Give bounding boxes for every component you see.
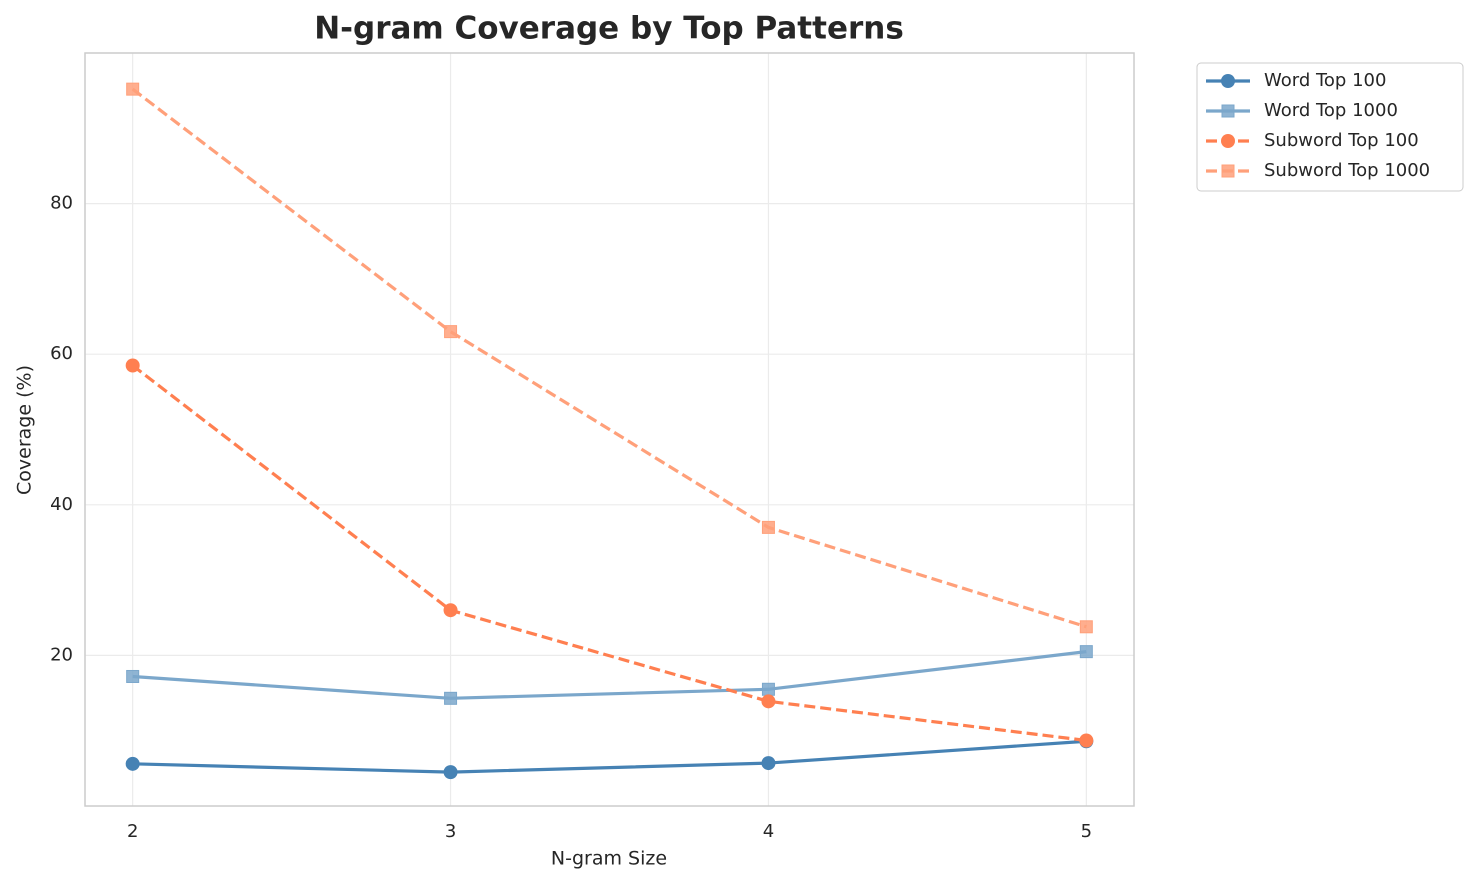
data-point xyxy=(761,520,775,534)
data-point xyxy=(444,691,458,705)
series-line xyxy=(132,739,1087,774)
data-point xyxy=(443,603,458,618)
x-tick-label: 4 xyxy=(763,821,774,842)
legend-marker xyxy=(1221,164,1235,178)
series-line xyxy=(132,650,1087,700)
data-point xyxy=(125,358,140,373)
series-line xyxy=(131,87,1087,629)
y-tick-label: 80 xyxy=(50,193,73,214)
y-axis-label: Coverage (%) xyxy=(14,365,36,495)
legend-label: Word Top 1000 xyxy=(1264,100,1398,121)
data-point xyxy=(761,694,776,709)
x-tick-label: 5 xyxy=(1081,821,1092,842)
legend-label: Word Top 100 xyxy=(1264,70,1386,91)
legend-box xyxy=(1196,62,1464,192)
data-point xyxy=(126,669,140,683)
data-point xyxy=(761,682,775,696)
x-tick-label: 3 xyxy=(445,821,456,842)
x-axis-label: N-gram Size xyxy=(551,848,667,870)
legend-marker xyxy=(1221,134,1235,148)
x-tick-label: 2 xyxy=(127,821,138,842)
legend-label: Subword Top 1000 xyxy=(1264,160,1430,181)
legend-label: Subword Top 100 xyxy=(1264,130,1419,151)
series-line xyxy=(131,364,1087,743)
data-point xyxy=(1079,645,1093,659)
data-point xyxy=(125,756,140,771)
plot-frame xyxy=(84,52,1135,807)
chart-title: N-gram Coverage by Top Patterns xyxy=(314,11,904,47)
data-point xyxy=(1079,733,1094,748)
data-point xyxy=(444,325,458,339)
legend: Word Top 100 Word Top 1000 Subword Top 100… xyxy=(1196,62,1464,192)
y-tick-label: 40 xyxy=(50,494,73,515)
data-point xyxy=(1079,620,1093,634)
data-point xyxy=(126,82,140,96)
data-point xyxy=(443,765,458,780)
y-tick-label: 60 xyxy=(50,343,73,364)
y-tick-label: 20 xyxy=(50,644,73,665)
legend-marker xyxy=(1221,74,1235,88)
data-point xyxy=(761,756,776,771)
legend-marker xyxy=(1221,104,1235,118)
